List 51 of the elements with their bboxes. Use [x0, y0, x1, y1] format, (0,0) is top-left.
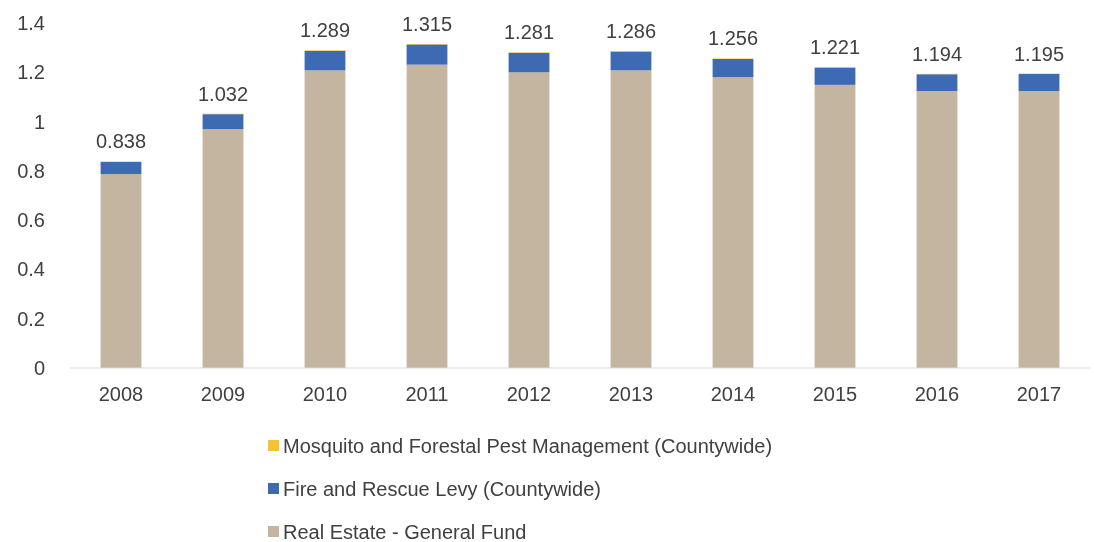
total-label: 1.032 [197, 82, 249, 105]
x-tick-label: 2009 [200, 383, 246, 405]
total-label: 1.315 [401, 12, 453, 35]
bar [916, 74, 958, 92]
y-tick-label: 0.8 [17, 159, 45, 182]
x-tick-label: 2010 [302, 383, 348, 405]
total-label: 1.289 [299, 19, 351, 42]
bar [1018, 74, 1060, 92]
x-tick-label: 2014 [710, 383, 756, 405]
total-label: 1.221 [809, 36, 861, 59]
bar [814, 67, 856, 85]
x-tick-label: 2015 [812, 383, 858, 405]
bar [100, 161, 142, 175]
bar [508, 72, 550, 368]
bar [610, 70, 652, 368]
y-tick-label: 0.6 [17, 209, 45, 232]
bar [712, 77, 754, 368]
bar [610, 51, 652, 71]
total-label: 1.281 [503, 21, 555, 44]
bar [100, 174, 142, 368]
bar [304, 50, 346, 71]
x-tick-label: 2016 [914, 383, 960, 405]
total-label: 1.286 [605, 20, 657, 43]
y-tick-label: 1 [33, 110, 45, 133]
y-tick-label: 1.2 [17, 61, 45, 84]
legend-label: Fire and Rescue Levy (Countywide) [283, 478, 601, 500]
bar [814, 84, 856, 368]
x-tick-label: 2012 [506, 383, 552, 405]
legend-label: Real Estate - General Fund [283, 521, 527, 542]
bar [508, 52, 550, 73]
x-tick-label: 2011 [405, 383, 449, 405]
total-label: 0.838 [95, 130, 147, 153]
y-tick-label: 0.4 [17, 258, 45, 281]
bar [202, 114, 244, 130]
x-tick-label: 2008 [98, 383, 144, 405]
bar [406, 44, 448, 65]
bar [304, 70, 346, 368]
y-tick-label: 0.2 [17, 307, 45, 330]
y-tick-label: 1.4 [17, 12, 45, 34]
x-tick-label: 2017 [1016, 383, 1062, 405]
total-label: 1.194 [911, 42, 963, 65]
legend-label: Mosquito and Forestal Pest Management (Countywide) [283, 435, 773, 457]
bar [916, 91, 958, 368]
bar [712, 58, 754, 78]
bar [202, 129, 244, 368]
bar [406, 64, 448, 368]
total-label: 1.256 [707, 27, 759, 50]
x-tick-label: 2013 [608, 383, 654, 405]
bar [1018, 91, 1060, 368]
y-tick-label: 0 [33, 357, 45, 379]
total-label: 1.195 [1013, 42, 1065, 65]
